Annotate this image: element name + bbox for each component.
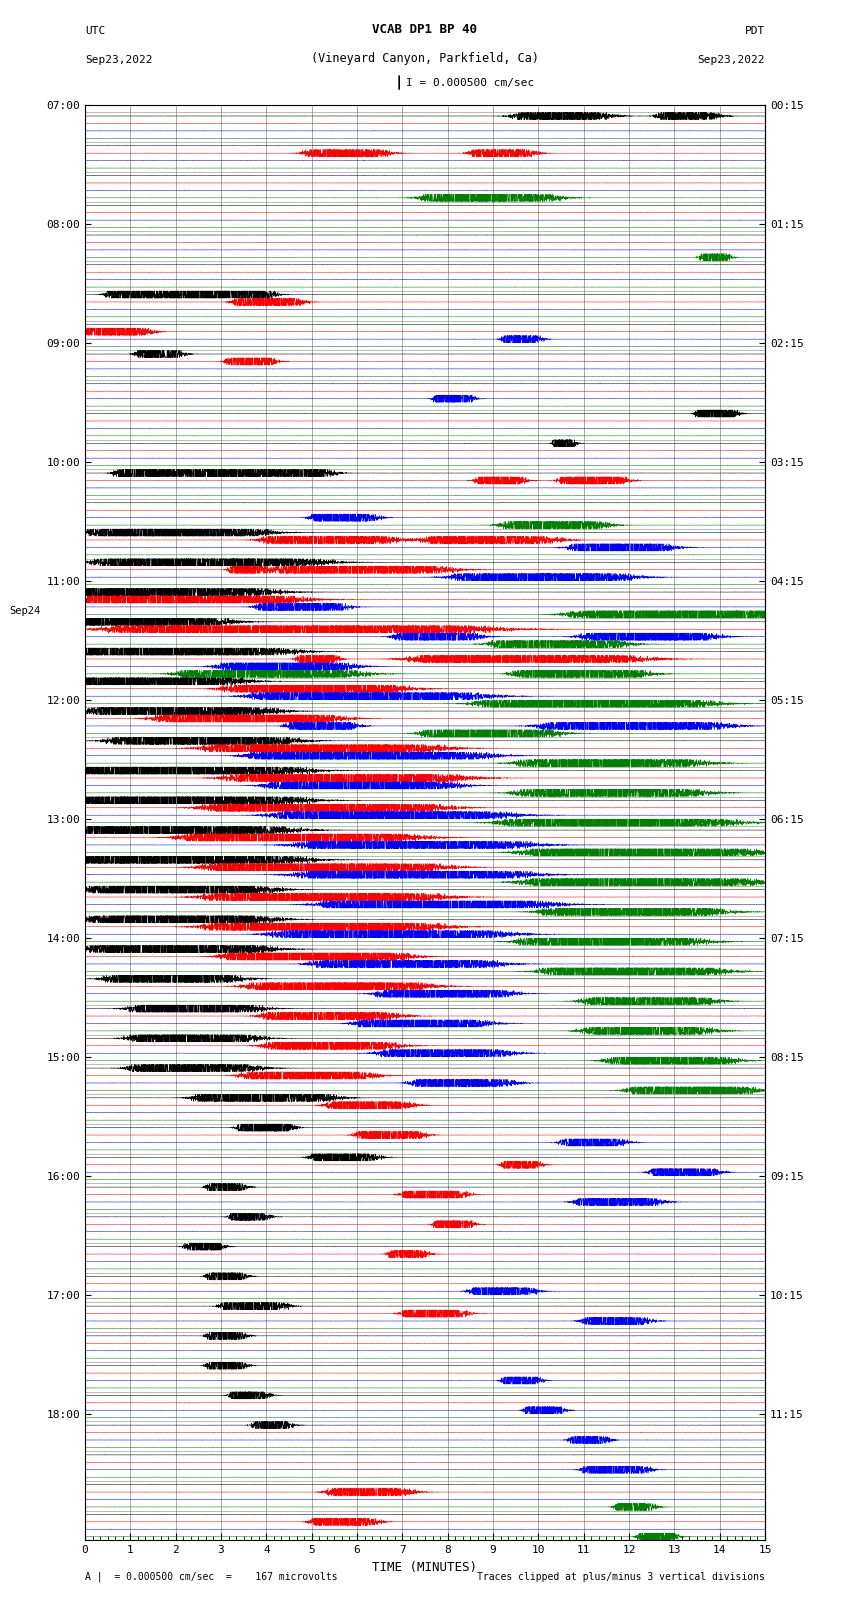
Text: Sep23,2022: Sep23,2022 [85,55,152,65]
Text: PDT: PDT [745,26,765,35]
Text: VCAB DP1 BP 40: VCAB DP1 BP 40 [372,23,478,35]
X-axis label: TIME (MINUTES): TIME (MINUTES) [372,1561,478,1574]
Text: I = 0.000500 cm/sec: I = 0.000500 cm/sec [406,77,534,87]
Text: UTC: UTC [85,26,105,35]
Text: Sep23,2022: Sep23,2022 [698,55,765,65]
Text: Sep24: Sep24 [9,605,41,616]
Text: Traces clipped at plus/minus 3 vertical divisions: Traces clipped at plus/minus 3 vertical … [477,1573,765,1582]
Text: (Vineyard Canyon, Parkfield, Ca): (Vineyard Canyon, Parkfield, Ca) [311,52,539,65]
Text: A |  = 0.000500 cm/sec  =    167 microvolts: A | = 0.000500 cm/sec = 167 microvolts [85,1573,337,1582]
